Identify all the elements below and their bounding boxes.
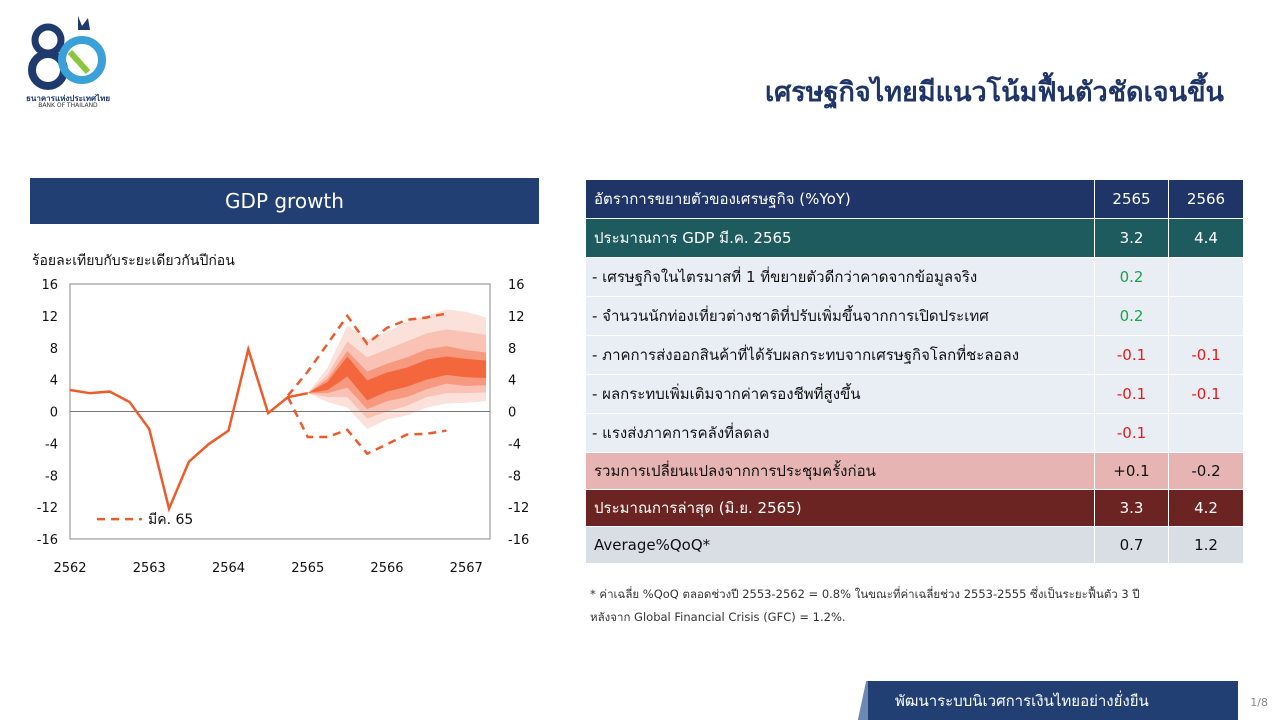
row-label: - จำนวนนักท่องเที่ยวต่างชาติที่ปรับเพิ่ม… [585,296,1095,336]
footer-slogan: พัฒนาระบบนิเวศการเงินไทยอย่างยั่งยืน [895,692,1149,710]
y-tick-label-left: -12 [37,501,58,516]
row-value-2: 4.4 [1168,218,1244,258]
bot-logo: ธนาคารแห่งประเทศไทย BANK OF THAILAND [18,12,118,112]
total-change-row: รวมการเปลี่ยนแปลงจากการประชุมครั้งก่อน +… [585,452,1244,490]
fan-band-4 [307,356,487,401]
row-value-1: 3.2 [1094,218,1169,258]
y-tick-label-right: 4 [508,374,516,389]
x-tick-label: 2562 [53,561,86,576]
mar65-lower-line [286,396,447,456]
footnote-line-2: หลังจาก Global Financial Crisis (GFC) = … [590,610,846,624]
table-header-year-1: 2565 [1094,179,1169,219]
chart-unit-label: ร้อยละเทียบกับระยะเดียวกันปีก่อน [32,253,235,269]
row-label: รวมการเปลี่ยนแปลงจากการประชุมครั้งก่อน [585,452,1095,490]
row-value-1: 3.3 [1094,489,1169,527]
gdp-fan-chart: 16 16 12 12 8 8 4 4 0 0 -4 -4 -8 -8 -12 -12 -16 -16 2562 25… [37,278,529,576]
logo-text-th: ธนาคารแห่งประเทศไทย [25,94,111,103]
row-value-2: -0.2 [1168,452,1244,490]
y-tick-label-right: 16 [508,278,525,293]
table-header-label: อัตราการขยายตัวของเศรษฐกิจ (%YoY) [585,179,1095,219]
table-row: - จำนวนนักท่องเที่ยวต่างชาติที่ปรับเพิ่ม… [585,296,1244,336]
row-value-1: 0.2 [1094,257,1169,297]
row-value-2: -0.1 [1168,374,1244,414]
y-tick-label-left: 12 [41,310,58,325]
mar65-upper-line [286,312,447,397]
average-qoq-row: Average%QoQ* 0.7 1.2 [585,526,1244,564]
actual-gdp-line [69,344,308,513]
y-tick-label-left: -4 [45,437,58,452]
table-row: - ผลกระทบเพิ่มเติมจากค่าครองชีพที่สูงขึ้… [585,374,1244,414]
row-value-1: +0.1 [1094,452,1169,490]
row-label: - เศรษฐกิจในไตรมาสที่ 1 ที่ขยายตัวดีกว่า… [585,257,1095,297]
x-tick-label: 2567 [450,561,483,576]
x-tick-label: 2566 [370,561,403,576]
row-value-2: -0.1 [1168,335,1244,375]
row-value-2: 4.2 [1168,489,1244,527]
table-row: - ภาคการส่งออกสินค้าที่ได้รับผลกระทบจากเ… [585,335,1244,375]
row-value-1: -0.1 [1094,374,1169,414]
row-label: Average%QoQ* [585,526,1095,564]
bot-80-emblem-icon [28,16,106,90]
x-tick-label: 2565 [291,561,324,576]
y-tick-label-right: -16 [508,533,529,548]
y-tick-label-right: -12 [508,501,529,516]
gdp-forecast-row: ประมาณการ GDP มี.ค. 2565 3.2 4.4 [585,218,1244,258]
gdp-forecast-table: อัตราการขยายตัวของเศรษฐกิจ (%YoY) 2565 2… [585,179,1244,564]
row-value-1: -0.1 [1094,335,1169,375]
y-tick-label-right: -8 [508,469,521,484]
latest-forecast-row: ประมาณการล่าสุด (มิ.ย. 2565) 3.3 4.2 [585,489,1244,527]
table-row: - เศรษฐกิจในไตรมาสที่ 1 ที่ขยายตัวดีกว่า… [585,257,1244,297]
row-value-1: -0.1 [1094,413,1169,453]
y-tick-label-left: 16 [41,278,58,293]
row-value-1: 0.2 [1094,296,1169,336]
page-number: 1/8 [1250,696,1268,709]
footnote: * ค่าเฉลี่ย %QoQ ตลอดช่วงปี 2553-2562 = … [590,583,1220,629]
x-tick-label: 2564 [212,561,245,576]
row-value-2 [1168,413,1244,453]
x-tick-label: 2563 [133,561,166,576]
y-tick-label-left: 0 [50,406,58,421]
y-tick-label-left: 8 [50,342,58,357]
row-value-2 [1168,296,1244,336]
row-value-2 [1168,257,1244,297]
row-label: - ผลกระทบเพิ่มเติมจากค่าครองชีพที่สูงขึ้… [585,374,1095,414]
row-value-2: 1.2 [1168,526,1244,564]
table-header-row: อัตราการขยายตัวของเศรษฐกิจ (%YoY) 2565 2… [585,179,1244,219]
page-title: เศรษฐกิจไทยมีแนวโน้มฟื้นตัวชัดเจนขึ้น [764,77,1224,108]
row-label: - แรงส่งภาคการคลังที่ลดลง [585,413,1095,453]
y-tick-label-right: -4 [508,437,521,452]
table-row: - แรงส่งภาคการคลังที่ลดลง -0.1 [585,413,1244,453]
table-header-year-2: 2566 [1168,179,1244,219]
y-tick-label-left: 4 [50,374,58,389]
row-value-1: 0.7 [1094,526,1169,564]
row-label: ประมาณการล่าสุด (มิ.ย. 2565) [585,489,1095,527]
y-tick-label-left: -16 [37,533,58,548]
row-label: - ภาคการส่งออกสินค้าที่ได้รับผลกระทบจากเ… [585,335,1095,375]
y-tick-label-left: -8 [45,469,58,484]
logo-text-en: BANK OF THAILAND [38,102,98,109]
footnote-line-1: * ค่าเฉลี่ย %QoQ ตลอดช่วงปี 2553-2562 = … [590,587,1140,601]
row-label: ประมาณการ GDP มี.ค. 2565 [585,218,1095,258]
chart-title: GDP growth [30,178,539,224]
footer-bar [868,681,1238,720]
y-tick-label-right: 0 [508,406,516,421]
y-tick-label-right: 8 [508,342,516,357]
legend-label: มีค. 65 [148,512,193,528]
y-tick-label-right: 12 [508,310,525,325]
